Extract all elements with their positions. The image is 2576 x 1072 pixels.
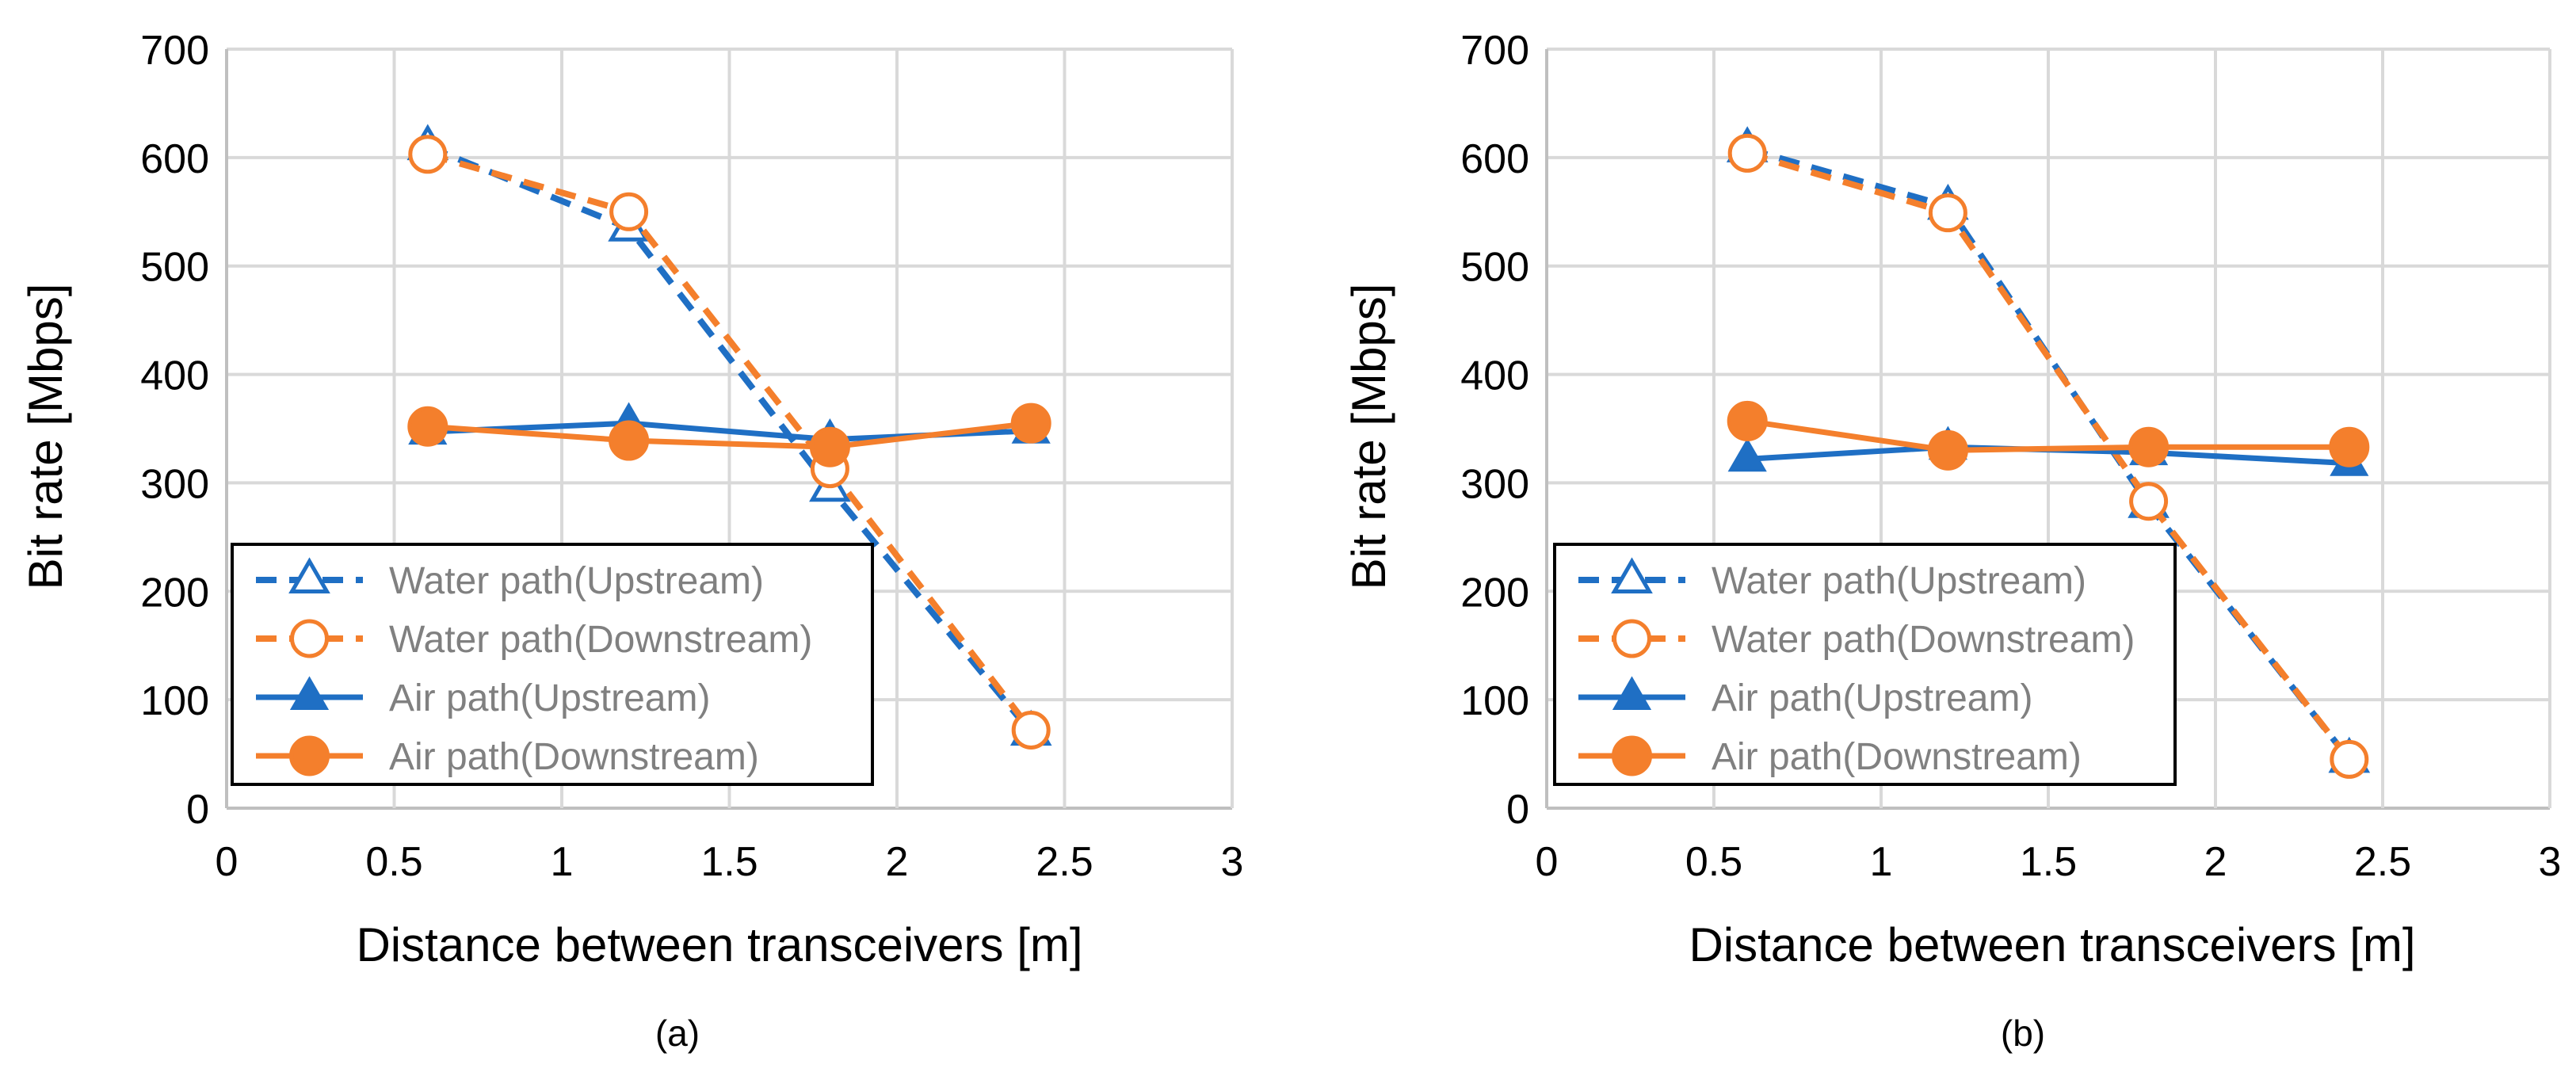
y-tick-label: 500 — [140, 245, 209, 291]
x-axis-label: Distance between transceivers [m] — [356, 918, 1082, 971]
x-tick-label: 2.5 — [2354, 839, 2411, 885]
x-tick-label: 0.5 — [365, 839, 422, 885]
series-4 — [407, 402, 1051, 467]
legend-label: Water path(Downstream) — [389, 619, 812, 661]
x-tick-label: 0 — [216, 839, 239, 885]
legend-label: Air path(Downstream) — [1712, 736, 2082, 778]
x-tick-label: 2 — [2204, 839, 2227, 885]
y-tick-label: 100 — [140, 678, 209, 724]
x-tick-label: 0.5 — [1685, 839, 1742, 885]
series-line — [426, 151, 1034, 732]
series-line — [1746, 150, 2352, 761]
y-tick-label: 700 — [1460, 28, 1529, 74]
series-2 — [408, 135, 1051, 750]
legend-swatch-marker — [288, 557, 330, 593]
x-tick-label: 1.5 — [2020, 839, 2077, 885]
legend-label: Water path(Downstream) — [1712, 619, 2135, 661]
y-tick-label: 400 — [140, 353, 209, 399]
legend-swatch-marker — [290, 619, 329, 658]
series-2 — [1727, 133, 2369, 779]
x-tick-label: 1 — [1870, 839, 1893, 885]
legend-box — [231, 543, 874, 786]
data-point — [809, 426, 850, 467]
x-tick-label: 1.5 — [700, 839, 758, 885]
x-tick-label: 2.5 — [1036, 839, 1093, 885]
data-point — [1011, 710, 1051, 750]
x-tick-label: 3 — [1221, 839, 1244, 885]
series-line — [1746, 146, 2352, 761]
legend: Water path(Upstream) Water path(Downstrea… — [231, 543, 874, 786]
data-point — [2330, 739, 2369, 779]
series-line — [1746, 418, 2349, 453]
data-point — [609, 420, 650, 461]
data-point — [1727, 133, 1767, 173]
y-tick-label: 700 — [140, 28, 209, 74]
x-tick-label: 1 — [551, 839, 574, 885]
grid — [225, 48, 1234, 810]
y-tick-label: 600 — [1460, 136, 1529, 182]
legend: Water path(Upstream) Water path(Downstrea… — [1553, 543, 2177, 786]
legend-swatch-marker — [1612, 619, 1651, 658]
legend-label: Air path(Upstream) — [389, 677, 710, 719]
x-tick-label: 2 — [886, 839, 909, 885]
legend-box — [1553, 543, 2177, 786]
legend-label: Water path(Upstream) — [1712, 560, 2086, 602]
data-point — [2129, 482, 2169, 521]
y-axis-label: Bit rate [Mbps] — [1342, 284, 1395, 590]
data-point — [1010, 402, 1051, 444]
data-point — [1928, 193, 1967, 233]
legend-label: Air path(Upstream) — [1712, 677, 2032, 719]
x-axis-label: Distance between transceivers [m] — [1689, 918, 2415, 971]
y-tick-label: 300 — [140, 461, 209, 507]
legend-label: Water path(Upstream) — [389, 560, 764, 602]
x-tick-label: 0 — [1536, 839, 1559, 885]
data-point — [2128, 426, 2170, 467]
data-point — [1927, 429, 1968, 471]
y-tick-label: 400 — [1460, 353, 1529, 399]
legend-swatch-marker — [1612, 735, 1652, 776]
data-point — [1727, 400, 1768, 441]
x-tick-label: 3 — [2539, 839, 2562, 885]
series-line — [426, 143, 1034, 734]
y-tick-label: 300 — [1460, 461, 1529, 507]
legend-label: Air path(Downstream) — [389, 736, 759, 778]
legend-swatch-marker — [289, 735, 330, 776]
y-tick-label: 100 — [1460, 678, 1529, 724]
data-point — [1727, 437, 1767, 472]
legend-swatch-marker — [1611, 557, 1653, 593]
legend-swatch-marker — [1612, 676, 1652, 710]
y-tick-label: 200 — [1460, 570, 1529, 616]
legend-swatch-marker — [289, 676, 330, 710]
series-line — [427, 420, 1032, 450]
data-point — [407, 406, 448, 447]
chart-caption: (a) — [655, 1013, 700, 1054]
y-tick-label: 500 — [1460, 245, 1529, 291]
y-tick-label: 0 — [186, 787, 209, 833]
series-4 — [1727, 400, 2370, 471]
y-axis-label: Bit rate [Mbps] — [19, 284, 72, 590]
y-tick-label: 200 — [140, 570, 209, 616]
data-point — [2329, 426, 2370, 467]
y-tick-label: 0 — [1506, 787, 1529, 833]
data-point — [609, 192, 649, 231]
data-point — [408, 135, 448, 174]
chart-caption: (b) — [2001, 1013, 2045, 1054]
y-tick-label: 600 — [140, 136, 209, 182]
